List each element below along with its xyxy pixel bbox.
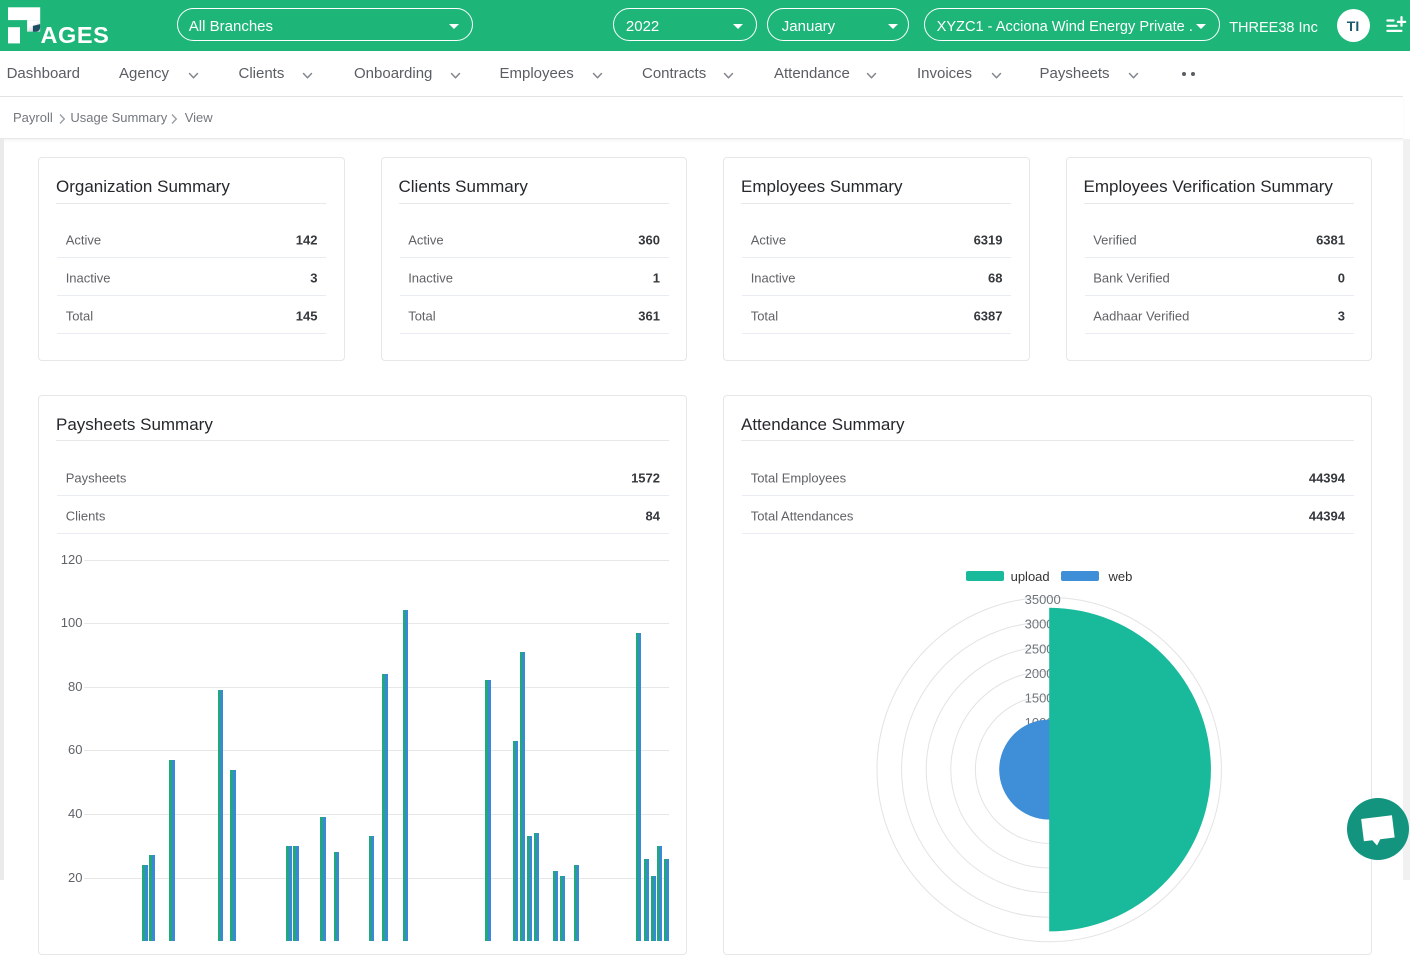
svg-text:35000: 35000	[1025, 592, 1061, 607]
